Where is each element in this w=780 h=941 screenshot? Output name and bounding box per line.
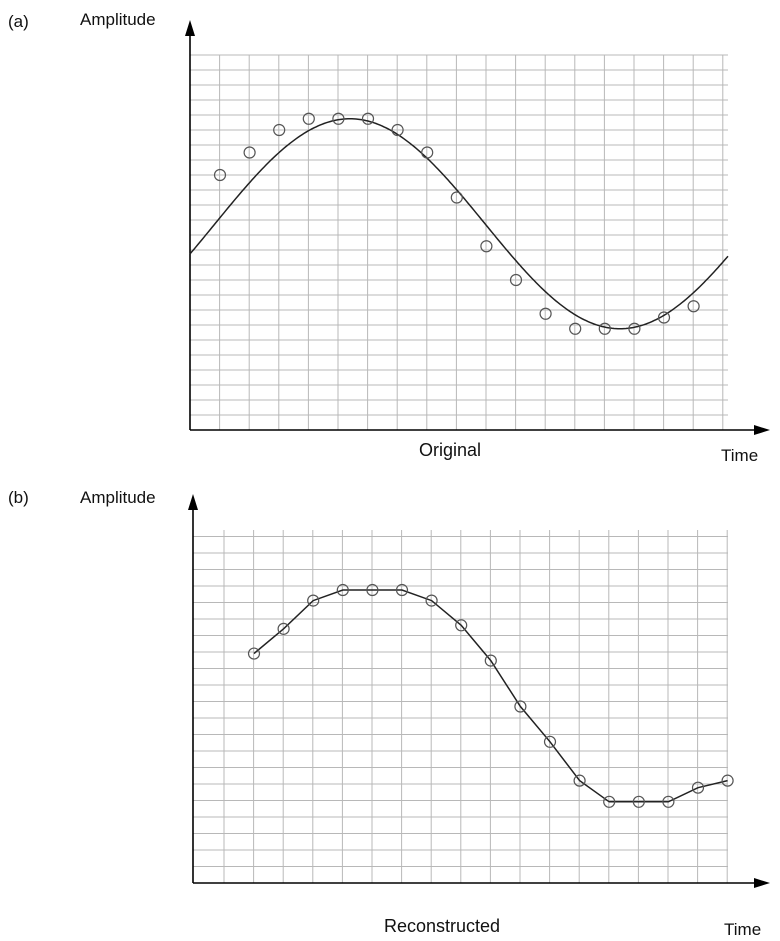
waveform-plot-reconstructed <box>188 494 770 888</box>
sample-point <box>455 619 468 632</box>
sample-point <box>307 594 320 607</box>
sample-point <box>569 322 582 335</box>
sample-point <box>603 795 616 808</box>
sample-point <box>721 774 734 787</box>
sample-point <box>273 123 286 137</box>
sample-point <box>484 654 497 667</box>
sample-point <box>573 774 586 787</box>
sample-point <box>539 307 552 320</box>
x-axis-label-a: Time <box>721 446 759 465</box>
sample-point <box>628 322 641 335</box>
sample-point <box>691 781 705 794</box>
sample-point <box>302 112 315 125</box>
sample-point <box>391 123 404 137</box>
reconstructed-waveform-line <box>253 589 728 803</box>
sample-point <box>662 795 675 808</box>
grid-lines <box>189 54 728 430</box>
sample-point <box>366 583 379 597</box>
sample-point <box>425 594 438 607</box>
panel-original: (a) Amplitude Original Time <box>8 10 770 465</box>
x-axis-label-b: Time <box>724 920 762 939</box>
x-axis-arrow-icon <box>754 425 770 435</box>
sample-point <box>450 191 463 204</box>
panel-letter-b: (b) <box>8 488 29 507</box>
sample-point <box>514 700 527 713</box>
sample-point <box>243 146 256 159</box>
caption-original: Original <box>419 440 482 460</box>
sample-point <box>277 622 290 635</box>
x-axis-arrow-icon <box>754 878 770 888</box>
sample-point <box>543 735 557 748</box>
sample-point <box>332 112 345 125</box>
sample-point <box>213 168 227 182</box>
sample-point <box>336 583 349 597</box>
sample-point <box>395 583 409 597</box>
sample-point <box>657 311 671 324</box>
panel-letter-a: (a) <box>8 12 29 31</box>
sample-point <box>361 112 375 125</box>
continuous-waveform-line <box>189 118 729 330</box>
sample-point <box>687 300 700 313</box>
sample-point <box>598 322 611 335</box>
y-axis-label-b: Amplitude <box>80 488 156 507</box>
sample-point <box>247 647 261 660</box>
y-axis-arrow-icon <box>185 20 195 36</box>
sample-point <box>632 795 645 808</box>
caption-reconstructed: Reconstructed <box>384 916 501 936</box>
grid-lines <box>193 530 728 883</box>
sample-point <box>421 146 434 159</box>
y-axis-arrow-icon <box>188 494 198 510</box>
waveform-plot-original <box>185 20 770 435</box>
panel-reconstructed: (b) Amplitude Reconstructed Time <box>0 472 780 941</box>
sample-point <box>480 240 493 253</box>
y-axis-label-a: Amplitude <box>80 10 156 29</box>
sample-point <box>509 273 523 287</box>
